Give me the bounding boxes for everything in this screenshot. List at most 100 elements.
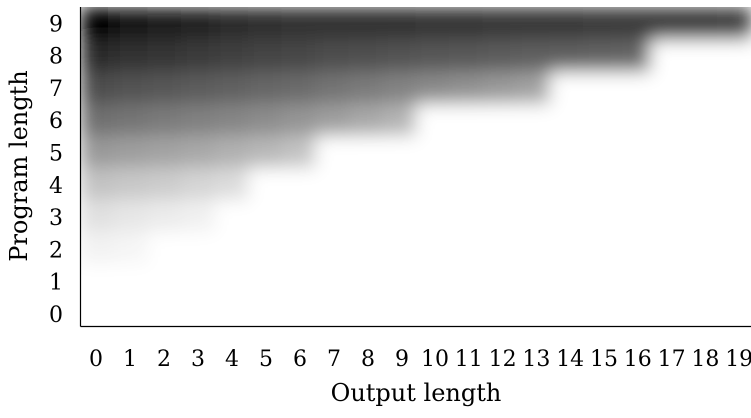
x-tick-label: 13 [522,347,550,372]
heatmap-cell [349,230,384,263]
heatmap-cell [684,198,719,231]
heatmap-cell [315,230,350,263]
heatmap-cell [148,294,183,327]
heatmap-cell [215,38,250,71]
heatmap-cell [416,230,451,263]
heatmap-cell [516,166,551,199]
heatmap-cell [516,70,551,103]
x-tick-label: 10 [421,347,449,372]
heatmap-cell [650,38,685,71]
heatmap-cell [215,7,250,40]
heatmap-cell [215,294,250,327]
heatmap-cell [617,166,652,199]
heatmap-cell [248,166,283,199]
heatmap-cell [617,198,652,231]
heatmap-cell [81,230,116,263]
heatmap-cell [516,262,551,295]
heatmap-cell [583,294,618,327]
heatmap-cell [449,70,484,103]
heatmap-cell [148,166,183,199]
heatmap-cell [315,134,350,167]
y-tick-label: 7 [49,77,63,102]
heatmap-cell [583,102,618,135]
heatmap-cell [583,7,618,40]
heatmap-cell [349,198,384,231]
heatmap-cell [650,294,685,327]
heatmap-cell [215,230,250,263]
heatmap-cell [449,166,484,199]
heatmap-cell [215,262,250,295]
heatmap-cell [148,7,183,40]
heatmap-cell [315,38,350,71]
heatmap-cell [717,38,751,71]
heatmap-cell [114,134,149,167]
heatmap-cell [282,134,317,167]
heatmap-cell [349,38,384,71]
heatmap-cell [181,70,216,103]
heatmap-cell [550,134,585,167]
heatmap-cell [114,262,149,295]
heatmap-cell [650,198,685,231]
x-tick-label: 12 [489,347,517,372]
heatmap-cell [282,70,317,103]
heatmap-cell [282,262,317,295]
x-tick-label: 5 [259,347,273,372]
x-tick-label: 9 [395,347,409,372]
y-tick-label: 2 [49,238,63,263]
heatmap-cell [148,38,183,71]
y-tick-label: 6 [49,109,63,134]
heatmap-cell [382,38,417,71]
heatmap-cell [650,134,685,167]
heatmap-cell [516,38,551,71]
heatmap-cell [483,70,518,103]
heatmap-cell [717,102,751,135]
heatmap-cell [449,38,484,71]
y-tick-label: 9 [49,12,63,37]
heatmap-cell [583,134,618,167]
heatmap-cell [416,7,451,40]
x-tick-label: 19 [725,347,751,372]
heatmap-cell [684,262,719,295]
heatmap-cell [215,102,250,135]
heatmap-cell [516,134,551,167]
heatmap-cell [215,166,250,199]
heatmap-cell [550,230,585,263]
heatmap-cell [114,70,149,103]
heatmap-cell [516,294,551,327]
x-tick-label: 1 [123,347,137,372]
heatmap-cell [315,262,350,295]
heatmap-cell [148,198,183,231]
heatmap-cell [449,198,484,231]
heatmap-cell [181,198,216,231]
heatmap-cell [483,198,518,231]
heatmap-cell [449,134,484,167]
y-tick-label: 1 [49,271,63,296]
heatmap-cell [684,134,719,167]
heatmap-cell [81,7,116,40]
x-tick-label: 16 [624,347,652,372]
heatmap-cell [617,70,652,103]
heatmap-cell [248,38,283,71]
heatmap-cell [81,102,116,135]
y-axis-label: Program length [5,70,33,261]
heatmap-cell [81,294,116,327]
heatmap-cell [617,230,652,263]
heatmap-cell [181,7,216,40]
heatmap-cell [282,7,317,40]
heatmap-cell [650,7,685,40]
x-tick-label: 8 [361,347,375,372]
heatmap-cell [583,70,618,103]
heatmap-cell [416,134,451,167]
heatmap-cell [617,134,652,167]
heatmap-cell [483,166,518,199]
heatmap-cell [684,166,719,199]
heatmap-cell [550,102,585,135]
heatmap-cell [550,38,585,71]
heatmap-cell [181,38,216,71]
heatmap-cell [650,166,685,199]
heatmap-cell [617,7,652,40]
heatmap-cell [382,102,417,135]
